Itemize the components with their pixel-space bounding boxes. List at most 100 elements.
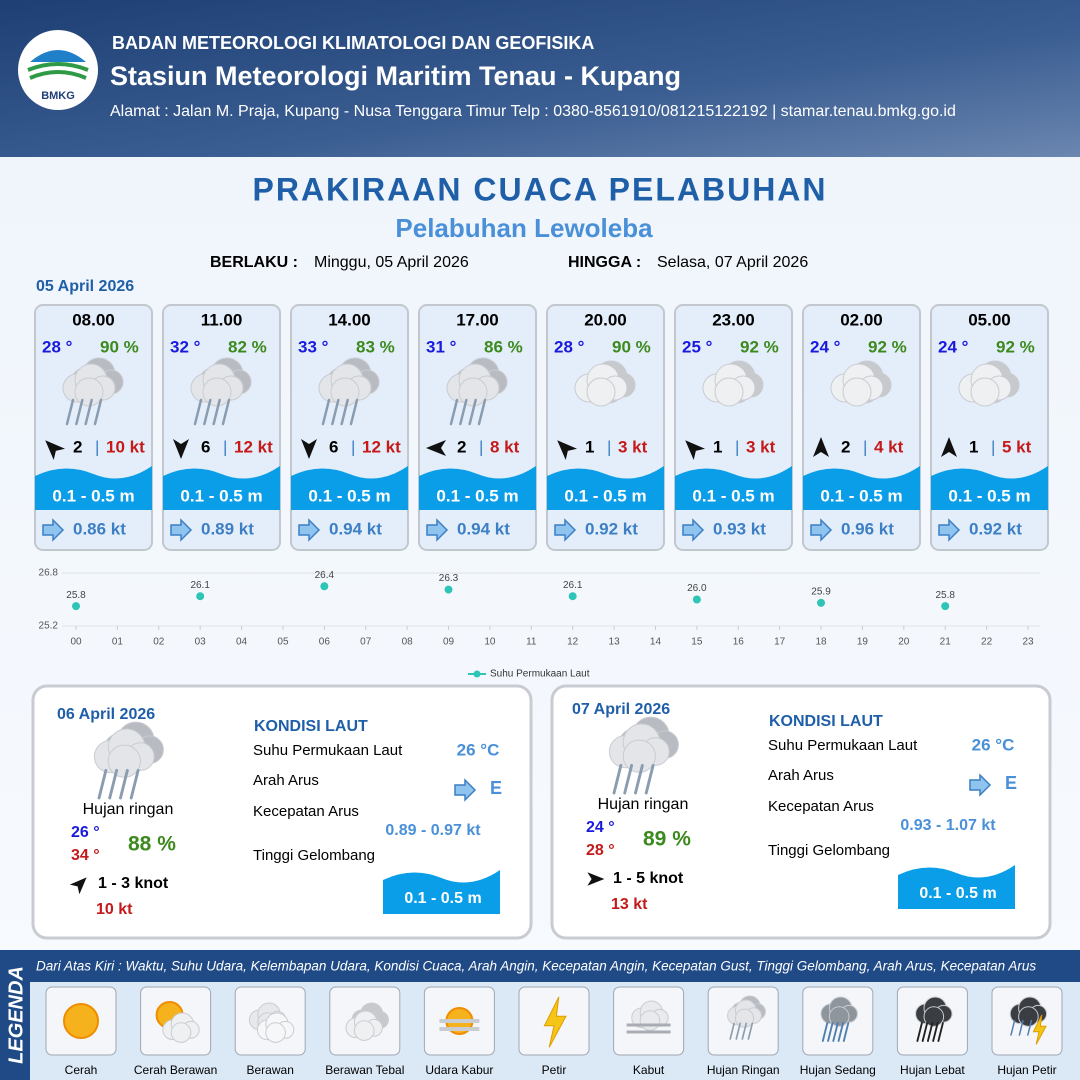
icon-rain: [468, 398, 477, 426]
wave-shape: [419, 466, 536, 510]
humidity: 92 %: [740, 337, 779, 356]
icon-rain: [84, 398, 93, 426]
current-speed: 0.92 kt: [969, 519, 1022, 538]
humidity: 89 %: [643, 828, 691, 851]
validity-until: Selasa, 07 April 2026: [657, 254, 808, 271]
sea-label: Kecepatan Arus: [253, 803, 359, 820]
title: PRAKIRAAN CUACA PELABUHAN: [252, 171, 827, 207]
card-time: 08.00: [72, 310, 115, 329]
data-label: 25.8: [935, 590, 955, 601]
current-arrow: [170, 518, 193, 542]
icon-cloud: [353, 1020, 375, 1041]
wind-gust: 12 kt: [234, 437, 273, 456]
x-tick-label: 09: [443, 637, 455, 648]
icon-rain: [65, 398, 75, 426]
x-tick-label: 16: [733, 637, 745, 648]
sea-label: Tinggi Gelombang: [768, 842, 890, 859]
validity-label: HINGGA :: [568, 254, 641, 271]
card-time: 14.00: [328, 310, 371, 329]
card-time: 02.00: [840, 310, 883, 329]
y-tick-label: 26.8: [39, 568, 59, 579]
current-speed: 0.92 kt: [585, 519, 638, 538]
temp-min: 24 °: [586, 819, 615, 836]
wind-gust: 8 kt: [490, 437, 520, 456]
data-point: [196, 592, 205, 601]
air-temp: 28 °: [554, 337, 585, 356]
x-tick-label: 23: [1022, 637, 1034, 648]
icon-rain: [937, 1022, 944, 1042]
wave-height: 0.1 - 0.5 m: [308, 486, 390, 505]
x-tick-label: 06: [319, 637, 331, 648]
wind-arrow: [587, 872, 605, 886]
icon-rain: [921, 1022, 929, 1042]
sea-title: KONDISI LAUT: [254, 718, 368, 735]
data-point: [692, 595, 701, 604]
icon-rain: [459, 398, 468, 426]
sea-label: Suhu Permukaan Laut: [768, 737, 918, 754]
air-temp: 28 °: [42, 337, 73, 356]
humidity: 88 %: [128, 833, 176, 856]
separator: |: [607, 437, 611, 456]
wind-speed: 6: [329, 437, 338, 456]
x-tick-label: 20: [898, 637, 910, 648]
data-point: [444, 585, 453, 594]
x-tick-label: 10: [484, 637, 496, 648]
icon-rain: [119, 768, 129, 800]
sea-label: Tinggi Gelombang: [253, 847, 375, 864]
condition: Hujan ringan: [83, 801, 174, 818]
card-time: 20.00: [584, 310, 627, 329]
condition: Hujan ringan: [598, 796, 689, 813]
legend-item-label: Hujan Sedang: [800, 1063, 876, 1077]
icon-rain: [729, 1022, 735, 1040]
icon-rain: [735, 1022, 741, 1040]
icon-rain: [321, 398, 331, 426]
icon-sun: [63, 1003, 99, 1039]
wave-height: 0.1 - 0.5 m: [948, 486, 1030, 505]
air-temp: 32 °: [170, 337, 201, 356]
separator: |: [735, 437, 739, 456]
icon-rain: [842, 1022, 850, 1042]
icon-rain: [827, 1022, 834, 1042]
organization: BADAN METEOROLOGI KLIMATOLOGI DAN GEOFIS…: [112, 33, 594, 53]
icon-rain: [477, 398, 487, 426]
address: Alamat : Jalan M. Praja, Kupang - Nusa T…: [110, 103, 956, 120]
wave-height: 0.1 - 0.5 m: [820, 486, 902, 505]
x-tick-label: 14: [650, 637, 662, 648]
logo-mark: [30, 50, 86, 62]
wave-shape: [163, 466, 280, 510]
current-speed: 0.93 - 1.07 kt: [900, 817, 996, 834]
wind-arrow: [301, 439, 317, 459]
icon-bolt: [1032, 1014, 1047, 1045]
air-temp: 24 °: [810, 337, 841, 356]
wind-gust: 4 kt: [874, 437, 904, 456]
icon-rain: [926, 1022, 934, 1042]
data-point: [817, 598, 826, 607]
data-label: 25.8: [66, 590, 86, 601]
x-tick-label: 03: [195, 637, 207, 648]
legend-label: Suhu Permukaan Laut: [490, 669, 590, 680]
x-tick-label: 17: [774, 637, 786, 648]
icon-rain: [644, 763, 655, 795]
separator: |: [863, 437, 867, 456]
wave-height: 0.1 - 0.5 m: [52, 486, 134, 505]
legend-side: [0, 950, 30, 1080]
humidity: 92 %: [868, 337, 907, 356]
legend-title: LEGENDA: [5, 966, 27, 1064]
x-tick-label: 05: [277, 637, 289, 648]
temp-max: 34 °: [71, 847, 100, 864]
wind-range: 1 - 3 knot: [98, 875, 169, 892]
icon-rain: [1027, 1019, 1033, 1036]
data-label: 26.0: [687, 583, 707, 594]
current-speed: 0.89 - 0.97 kt: [385, 822, 481, 839]
icon-cloud: [107, 744, 141, 778]
wave-shape: [383, 870, 500, 914]
validity-from: Minggu, 05 April 2026: [314, 254, 469, 271]
wind-arrow: [557, 440, 578, 461]
current-speed: 0.93 kt: [713, 519, 766, 538]
logo-mark: [27, 62, 89, 80]
current-dir: E: [490, 778, 502, 798]
wind-arrow: [45, 440, 66, 461]
legend-item-label: Hujan Petir: [997, 1063, 1056, 1077]
sea-label: Kecepatan Arus: [768, 798, 874, 815]
